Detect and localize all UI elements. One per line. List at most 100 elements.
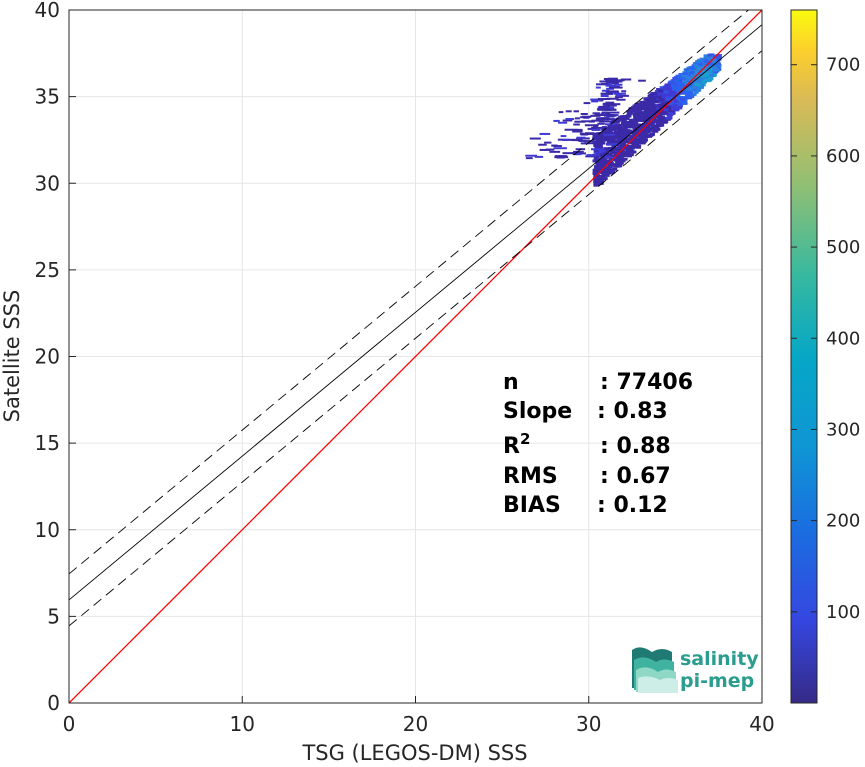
density-cell — [696, 80, 702, 84]
density-cell — [612, 120, 618, 124]
density-cell — [707, 53, 713, 57]
stat-label: BIAS — [503, 493, 561, 518]
density-cell — [689, 66, 695, 70]
density-cell — [676, 75, 682, 79]
density-cell — [592, 171, 598, 175]
colorbar-tick-label: 600 — [826, 146, 860, 167]
density-cell — [601, 159, 607, 163]
density-cell — [615, 163, 621, 167]
density-cell — [616, 98, 626, 101]
density-cell — [593, 143, 599, 147]
density-cell — [670, 100, 676, 104]
density-cell — [620, 139, 626, 143]
density-cell — [618, 145, 624, 149]
y-tick-label: 10 — [35, 518, 60, 542]
density-cell — [606, 143, 620, 146]
colorbar-tick-label: 300 — [826, 419, 860, 440]
density-cell — [562, 152, 575, 155]
density-cell — [672, 94, 678, 98]
density-cell — [689, 71, 695, 75]
density-cell — [670, 84, 676, 88]
density-cell — [658, 89, 664, 93]
density-cell — [607, 90, 619, 93]
density-cell — [702, 66, 708, 70]
density-cell — [574, 117, 580, 120]
colorbar-gradient — [791, 10, 817, 703]
density-cell — [666, 89, 672, 93]
density-cell — [606, 87, 614, 90]
fit-line — [69, 24, 762, 601]
density-cell — [616, 139, 622, 143]
x-tick-label: 0 — [63, 712, 76, 736]
density-cell — [668, 112, 674, 116]
density-cell — [599, 161, 605, 165]
density-cell — [612, 139, 618, 143]
density-cell — [591, 119, 604, 122]
y-tick-label: 15 — [35, 431, 60, 455]
density-cell — [609, 86, 623, 89]
colorbar-frame — [790, 9, 818, 704]
y-axis: 0 5 10 15 20 25 30 35 40 — [35, 0, 76, 715]
density-cell — [707, 62, 713, 66]
density-cell — [619, 116, 625, 120]
density-cell — [656, 95, 662, 99]
density-cell — [614, 132, 620, 136]
density-cell — [604, 156, 616, 159]
density-cell — [601, 89, 610, 92]
density-cell — [648, 93, 654, 97]
colorbar-tick-label: 100 — [826, 602, 860, 623]
density-cell — [639, 118, 645, 122]
density-cell — [661, 102, 667, 106]
density-cell — [634, 105, 640, 109]
density-cell — [674, 87, 680, 91]
density-cell — [603, 131, 609, 135]
density-cell — [612, 157, 618, 161]
density-cell — [644, 133, 650, 137]
density-cell — [647, 102, 653, 106]
density-cell — [700, 69, 706, 73]
density-cell — [670, 110, 676, 114]
y-tick-label: 20 — [35, 345, 60, 369]
y-tick-label: 40 — [35, 0, 60, 22]
colorbar-ticks: 100 200 300 400 500 600 700 — [791, 55, 860, 623]
density-cell — [591, 100, 599, 103]
density-cell — [715, 62, 721, 66]
density-cell — [677, 106, 683, 110]
density-cell — [607, 124, 613, 128]
y-axis-label: Satellite SSS — [0, 290, 24, 423]
density-cell — [708, 77, 714, 81]
density-cell — [581, 120, 595, 123]
density-cell — [538, 143, 547, 146]
density-cell — [683, 96, 689, 100]
density-cell — [595, 145, 601, 148]
density-cell — [715, 59, 721, 63]
density-cell — [611, 141, 617, 145]
density-cell — [688, 91, 694, 95]
density-cell — [597, 98, 611, 101]
colorbar-tick-label: 200 — [826, 511, 860, 532]
density-cell — [691, 85, 697, 89]
density-cell — [645, 120, 651, 124]
density-cell — [630, 122, 636, 126]
density-cell — [697, 72, 703, 76]
density-cell — [625, 144, 631, 148]
density-cell — [657, 113, 663, 117]
density-cell — [593, 180, 599, 184]
regression-lines — [69, 10, 762, 703]
density-cell — [580, 142, 586, 145]
logo-line2: pi-mep — [680, 670, 754, 692]
density-cell — [697, 67, 703, 71]
density-cell — [654, 103, 660, 107]
density-cell — [529, 137, 541, 140]
density-cell — [621, 122, 627, 126]
density-cell — [608, 131, 614, 135]
density-cell — [681, 79, 687, 83]
density-cell — [632, 127, 638, 131]
density-cell — [659, 86, 665, 90]
density-cell — [586, 154, 600, 157]
density-cell — [651, 105, 657, 109]
density-cell — [604, 104, 617, 107]
x-tick-label: 20 — [403, 712, 428, 736]
density-cell — [577, 128, 583, 131]
y-tick-label: 30 — [35, 171, 60, 195]
